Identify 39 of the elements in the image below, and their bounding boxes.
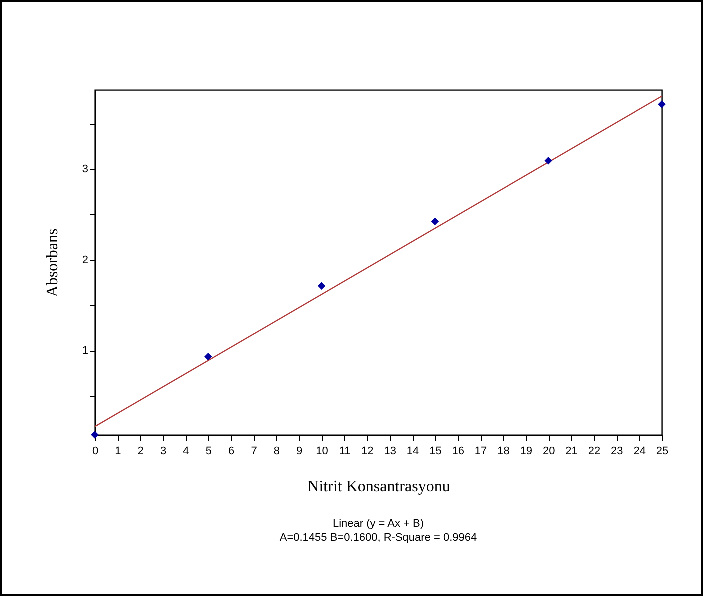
x-tick-label: 0 [92, 446, 99, 458]
x-tick-label: 19 [520, 446, 533, 458]
point [431, 218, 440, 226]
x-tick-label: 16 [452, 446, 465, 458]
x-tick-label: 10 [316, 446, 328, 458]
x-tick-label: 14 [406, 446, 420, 458]
x-tick-label: 11 [339, 446, 351, 458]
x-tick-label: 21 [566, 446, 578, 458]
y-axis-title: Absorbans [44, 228, 62, 298]
x-tick-label: 23 [611, 446, 624, 458]
x-tick-label: 3 [160, 446, 167, 458]
x-tick-label: 2 [138, 446, 144, 458]
x-tick-label: 7 [251, 446, 258, 458]
x-tick-label: 24 [634, 446, 646, 458]
x-tick-label: 18 [498, 446, 510, 458]
x-tick-label: 9 [296, 446, 303, 458]
point [658, 100, 666, 108]
x-tick-label: 17 [474, 446, 488, 458]
x-tick-label: 6 [228, 446, 235, 458]
x-tick-label: 8 [274, 446, 280, 458]
x-tick-label: 25 [656, 446, 669, 458]
x-tick-label: 1 [115, 446, 122, 458]
point [91, 431, 99, 439]
point [204, 353, 212, 361]
y-tick-label: 1 [82, 345, 88, 358]
x-tick-label: 15 [430, 446, 442, 458]
point [544, 156, 552, 165]
point [318, 282, 326, 290]
x-tick-label: 5 [206, 446, 212, 458]
x-axis-title: Nitrit Konsantrasyonu [308, 478, 450, 496]
y-tick-label: 2 [82, 254, 88, 266]
x-tick-label: 22 [588, 446, 601, 458]
y-tick-label: 3 [82, 163, 88, 176]
x-tick-label: 13 [384, 446, 396, 458]
x-tick-label: 4 [183, 446, 190, 458]
text: Linear (y = Ax + B) [332, 518, 424, 530]
x-tick-label: 20 [542, 446, 556, 458]
x-tick-label: 12 [362, 446, 374, 458]
text: A=0.1455 B=0.1600, R-Square = 0.9964 [280, 532, 478, 544]
